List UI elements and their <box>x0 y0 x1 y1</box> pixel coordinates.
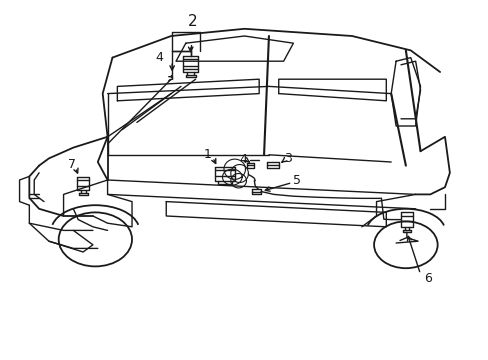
Text: 2: 2 <box>188 14 198 29</box>
Text: 3: 3 <box>284 152 292 165</box>
Text: 4: 4 <box>239 153 246 166</box>
Text: 1: 1 <box>203 148 211 161</box>
Text: 4: 4 <box>155 51 163 64</box>
Text: 6: 6 <box>423 273 431 285</box>
Text: 7: 7 <box>68 158 76 171</box>
Text: 5: 5 <box>292 174 300 187</box>
